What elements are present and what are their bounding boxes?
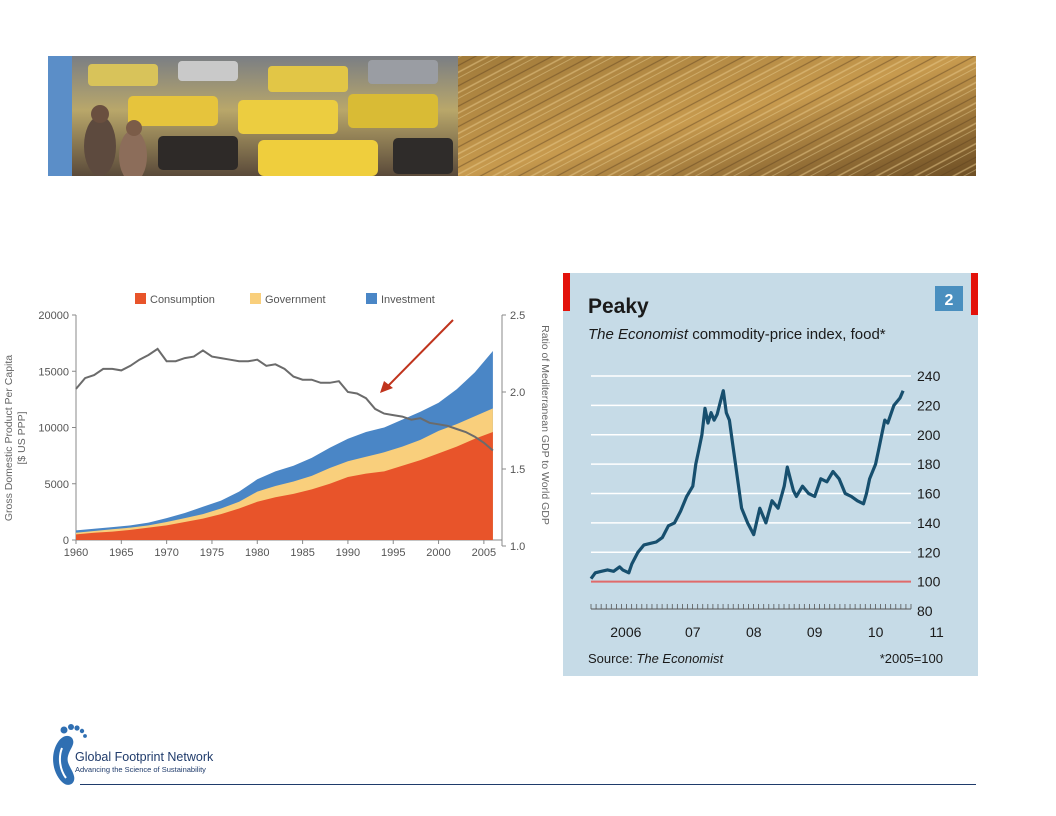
chart1-ticks: 1960 1965 1970 1975 1980 1985 1990 1995 2000 2005… — [38, 310, 525, 559]
y-tick-label: 120 — [917, 544, 941, 560]
x-tick-label: 08 — [746, 624, 762, 640]
x-tick-label: 1965 — [109, 547, 133, 559]
x-tick-label: 09 — [807, 624, 823, 640]
food-index-svg: Peaky 2 The Economist commodity-price in… — [563, 273, 978, 676]
chart1-ratio-line — [75, 347, 494, 452]
chart2-footnote: *2005=100 — [880, 651, 943, 666]
gdp-stacked-area-chart: Consumption Government Investment 1960 1965… — [0, 280, 560, 570]
area-consumption — [76, 432, 493, 540]
svg-text:2: 2 — [945, 292, 954, 309]
footer-divider — [80, 784, 976, 785]
x-tick-label: 1990 — [336, 547, 360, 559]
x-tick-label: 10 — [868, 624, 884, 640]
chart2-red-tab-left — [563, 273, 570, 311]
logo-name: Global Footprint Network — [75, 750, 214, 764]
legend-label-consumption: Consumption — [150, 294, 215, 306]
y-tick-label: 200 — [917, 427, 941, 443]
chart2-badge: 2 — [935, 286, 963, 311]
header-banner — [48, 56, 976, 182]
banner-graphic — [48, 56, 976, 182]
x-tick-label: 1980 — [245, 547, 269, 559]
chart2-x-axis: 2006 07 08 09 10 11 — [590, 604, 944, 640]
chart2-gridlines: 240 220 200 180 160 140 120 100 80 — [591, 368, 941, 619]
y-tick-label: 180 — [917, 456, 941, 472]
y-tick-label: 80 — [917, 603, 933, 619]
y2-tick-label: 1.0 — [510, 541, 525, 553]
banner-accent-bar — [48, 56, 72, 176]
chart2-price-line — [589, 389, 905, 580]
chart1-y2label: Ratio of Mediterranean GDP to World GDP — [539, 325, 551, 525]
chart1-areas — [76, 351, 493, 540]
x-tick-label: 1970 — [154, 547, 178, 559]
chart2-red-tab-right — [971, 273, 978, 315]
x-tick-label: 2000 — [426, 547, 450, 559]
y-tick-label: 20000 — [38, 310, 69, 322]
wheat-field-photo — [458, 56, 976, 176]
chart2-title: Peaky — [588, 295, 649, 318]
traffic-photo — [72, 56, 458, 182]
chart1-legend: Consumption Government Investment — [135, 293, 435, 306]
chart1-ylabel-line1: Gross Domestic Product Per Capita — [3, 355, 15, 521]
x-tick-label: 1960 — [64, 547, 88, 559]
y-tick-label: 160 — [917, 486, 941, 502]
y-tick-label: 0 — [63, 535, 69, 547]
x-tick-label: 2005 — [472, 547, 496, 559]
y2-tick-label: 2.0 — [510, 387, 525, 399]
y-tick-label: 100 — [917, 574, 941, 590]
legend-swatch-consumption — [135, 293, 146, 304]
x-tick-label: 1985 — [290, 547, 314, 559]
legend-label-government: Government — [265, 294, 326, 306]
y2-tick-label: 2.5 — [510, 310, 525, 322]
y2-tick-label: 1.5 — [510, 464, 525, 476]
logo-tagline: Advancing the Science of Sustainability — [75, 765, 206, 774]
chart2-subtitle: The Economist commodity-price index, foo… — [588, 326, 886, 343]
gdp-chart-svg: Consumption Government Investment 1960 1965… — [3, 293, 551, 559]
ratio-series-line — [75, 347, 494, 452]
y-tick-label: 220 — [917, 397, 941, 413]
annotation-arrow — [380, 319, 454, 393]
food-index-line — [589, 389, 905, 580]
legend-swatch-investment — [366, 293, 377, 304]
legend-label-investment: Investment — [381, 294, 435, 306]
chart1-ylabel-line2: [$ US PPP] — [16, 411, 28, 464]
y-tick-label: 5000 — [45, 479, 69, 491]
x-tick-label: 07 — [685, 624, 701, 640]
y-tick-label: 10000 — [38, 423, 69, 435]
y-tick-label: 140 — [917, 515, 941, 531]
x-tick-label: 2006 — [610, 624, 641, 640]
x-tick-label: 1995 — [381, 547, 405, 559]
x-tick-label: 1975 — [200, 547, 224, 559]
footprint-icon — [53, 724, 87, 785]
chart2-source: Source: The Economist — [588, 651, 725, 666]
economist-food-index-chart: Peaky 2 The Economist commodity-price in… — [563, 273, 978, 676]
y-tick-label: 15000 — [38, 366, 69, 378]
legend-swatch-government — [250, 293, 261, 304]
x-tick-label: 11 — [929, 624, 944, 640]
y-tick-label: 240 — [917, 368, 941, 384]
organization-logo: Global Footprint Network Advancing the S… — [48, 720, 248, 790]
